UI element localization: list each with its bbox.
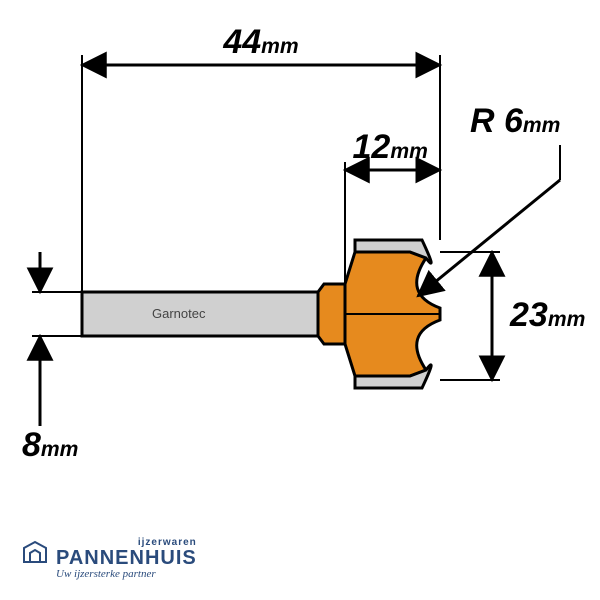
svg-text:8mm: 8mm xyxy=(22,426,78,464)
logo-icon xyxy=(20,540,50,566)
cutter-head xyxy=(345,240,440,388)
logo-brand: PANNENHUIS xyxy=(56,548,197,568)
shank-brand-label: Garnotec xyxy=(152,306,206,321)
shank: Garnotec xyxy=(82,292,318,336)
technical-drawing: Garnotec 44mm 12mm R 6mm 23mm 8mm xyxy=(0,0,600,600)
svg-text:44mm: 44mm xyxy=(222,23,298,61)
svg-text:23mm: 23mm xyxy=(509,296,585,334)
dimensions: 44mm 12mm R 6mm 23mm 8mm xyxy=(22,23,585,464)
svg-text:R 6mm: R 6mm xyxy=(470,102,560,140)
neck xyxy=(318,284,345,344)
vendor-logo: ijzerwaren PANNENHUIS Uw ijzersterke par… xyxy=(20,538,197,580)
svg-text:12mm: 12mm xyxy=(353,128,428,166)
logo-tagline: Uw ijzersterke partner xyxy=(56,568,197,580)
